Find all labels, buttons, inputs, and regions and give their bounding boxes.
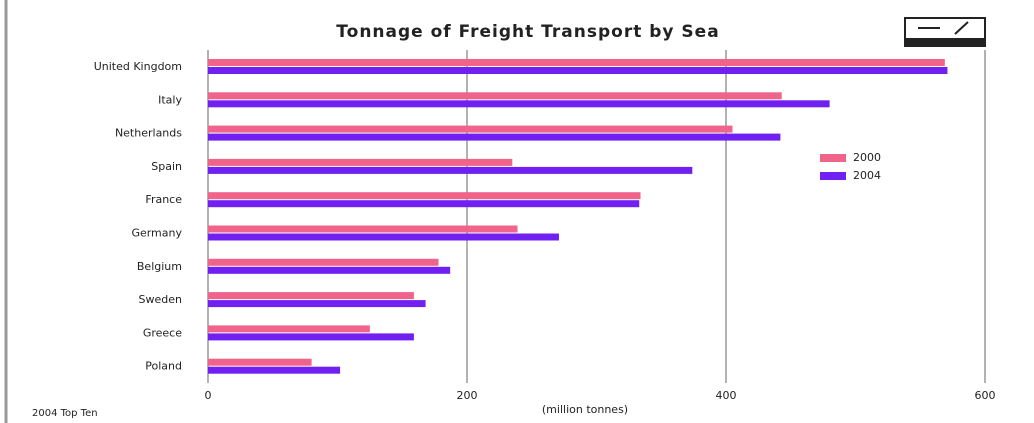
y-tick-label: Netherlands [115, 127, 182, 140]
bar [208, 133, 781, 141]
x-tick-label: 600 [975, 389, 996, 402]
x-tick-label: 200 [457, 389, 478, 402]
bar [208, 225, 518, 233]
y-tick-label: Sweden [139, 293, 182, 306]
bar [208, 192, 641, 200]
y-tick-label: France [145, 193, 182, 206]
bar [208, 325, 370, 333]
x-tick-label: 0 [205, 389, 212, 402]
bar [208, 258, 439, 266]
chart-title: Tonnage of Freight Transport by Sea [336, 22, 719, 42]
bar [208, 59, 945, 66]
bar [208, 158, 513, 166]
logo [904, 17, 986, 47]
y-tick-label: Germany [131, 227, 182, 240]
bar [208, 358, 312, 366]
x-tick-label: 400 [716, 389, 737, 402]
bar [208, 100, 830, 108]
y-tick-label: Poland [145, 360, 182, 373]
legend-swatch [820, 172, 846, 180]
bar [208, 292, 414, 300]
bar [208, 366, 341, 374]
bar [208, 125, 733, 133]
bar [208, 233, 559, 241]
legend-label: 2000 [853, 151, 881, 164]
y-tick-label: United Kingdom [94, 60, 182, 73]
bar [208, 166, 693, 174]
footnote: 2004 Top Ten [32, 408, 98, 419]
y-tick-label: Belgium [137, 260, 182, 273]
bar [208, 200, 640, 208]
y-tick-label: Spain [151, 160, 182, 173]
legend-label: 2004 [853, 169, 881, 182]
bar [208, 266, 451, 274]
bar [208, 92, 782, 100]
y-tick-label: Greece [143, 326, 182, 339]
bar [208, 333, 414, 341]
bar [208, 67, 948, 74]
bar [208, 300, 426, 308]
legend-swatch [820, 154, 846, 162]
x-axis-label: (million tonnes) [542, 403, 628, 416]
y-tick-label: Italy [158, 93, 182, 106]
